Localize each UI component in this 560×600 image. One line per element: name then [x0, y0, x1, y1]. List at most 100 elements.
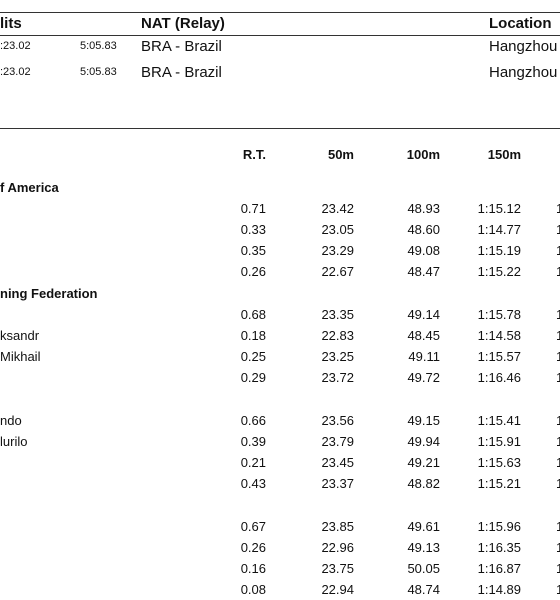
- split-value: 1: [556, 242, 560, 258]
- split-value: 48.74: [407, 581, 440, 597]
- split-value: 23.72: [321, 369, 354, 385]
- split-value: 1: [556, 539, 560, 555]
- split-value: 0.67: [240, 518, 266, 534]
- split-value: 23.37: [321, 475, 354, 491]
- location: Hangzhou: [489, 37, 558, 55]
- split-value: 49.61: [407, 518, 440, 534]
- nation: BRA - Brazil: [141, 37, 222, 55]
- split-value: 49.21: [407, 454, 440, 470]
- split-value: 50.05: [407, 560, 440, 576]
- total-time: 5:05.83: [80, 65, 117, 78]
- split-value: 1: [556, 412, 560, 428]
- split-value: 1: [556, 518, 560, 534]
- split-value: 1: [556, 263, 560, 279]
- total-time: 5:05.83: [80, 39, 117, 52]
- split-value: 1:15.96: [477, 518, 521, 534]
- split-value: 0.26: [240, 539, 266, 555]
- location: Hangzhou: [489, 63, 558, 81]
- split-value: 0.71: [240, 200, 266, 216]
- split-value: 23.45: [321, 454, 354, 470]
- column-header: R.T.: [242, 146, 266, 162]
- split-value: 0.16: [240, 560, 266, 576]
- split-value: 49.15: [407, 412, 440, 428]
- split-value: 22.94: [321, 581, 354, 597]
- split-value: 1: [556, 306, 560, 322]
- swimmer-name: Mikhail: [0, 348, 41, 364]
- swimmer-name: lurilo: [0, 433, 28, 449]
- split-value: 1: [556, 581, 560, 597]
- nation: BRA - Brazil: [141, 63, 222, 81]
- split-value: 1: [556, 348, 560, 364]
- split-value: 49.14: [407, 306, 440, 322]
- split-value: 1:16.46: [477, 369, 521, 385]
- split-value: 49.08: [407, 242, 440, 258]
- split-value: 23.75: [321, 560, 354, 576]
- split-value: 0.68: [240, 306, 266, 322]
- swimmer-name: ksandr: [0, 327, 40, 343]
- split-value: 1:16.87: [477, 560, 521, 576]
- split-value: 1:14.77: [477, 221, 521, 237]
- rule: [0, 128, 560, 129]
- split-time: :23.02: [0, 65, 31, 78]
- split-value: 0.33: [240, 221, 266, 237]
- split-value: 1: [556, 221, 560, 237]
- split-value: 48.93: [407, 200, 440, 216]
- split-value: 1: [556, 327, 560, 343]
- split-value: 49.11: [408, 348, 440, 364]
- split-value: 49.94: [407, 433, 440, 449]
- split-value: 1:15.19: [477, 242, 521, 258]
- split-value: 48.82: [407, 475, 440, 491]
- split-value: 0.66: [240, 412, 266, 428]
- split-value: 1: [556, 200, 560, 216]
- split-value: 23.79: [321, 433, 354, 449]
- split-value: 0.26: [240, 263, 266, 279]
- split-value: 1:15.22: [477, 263, 521, 279]
- team-name: f America: [0, 179, 59, 195]
- split-value: 0.08: [240, 581, 266, 597]
- split-value: 0.25: [240, 348, 266, 364]
- split-value: 1:15.57: [477, 348, 521, 364]
- split-value: 1:15.41: [477, 412, 521, 428]
- split-value: 23.05: [321, 221, 354, 237]
- column-header: 50m: [327, 146, 354, 162]
- split-value: 0.18: [240, 327, 266, 343]
- split-value: 1:14.58: [477, 327, 521, 343]
- split-value: 49.13: [407, 539, 440, 555]
- split-value: 1:14.89: [477, 581, 521, 597]
- rule: [0, 35, 560, 36]
- split-value: 22.83: [321, 327, 354, 343]
- split-value: 0.35: [240, 242, 266, 258]
- split-value: 1: [556, 433, 560, 449]
- split-value: 48.45: [407, 327, 440, 343]
- split-value: 1:15.78: [477, 306, 521, 322]
- split-value: 49.72: [407, 369, 440, 385]
- split-value: 0.21: [240, 454, 266, 470]
- column-header: Location: [489, 14, 552, 32]
- column-header: 150m: [487, 146, 521, 162]
- rule: [0, 12, 560, 13]
- split-time: :23.02: [0, 39, 31, 52]
- column-header: lits: [0, 14, 22, 32]
- split-value: 1: [556, 454, 560, 470]
- split-value: 23.35: [321, 306, 354, 322]
- split-value: 48.60: [407, 221, 440, 237]
- split-value: 1: [556, 560, 560, 576]
- split-value: 0.39: [240, 433, 266, 449]
- swimmer-name: ndo: [0, 412, 22, 428]
- split-value: 23.42: [321, 200, 354, 216]
- split-value: 0.43: [240, 475, 266, 491]
- team-name: ning Federation: [0, 285, 98, 301]
- split-value: 23.25: [321, 348, 354, 364]
- split-value: 23.56: [321, 412, 354, 428]
- split-value: 22.96: [321, 539, 354, 555]
- split-value: 1:15.63: [477, 454, 521, 470]
- split-value: 48.47: [407, 263, 440, 279]
- split-value: 1:15.21: [477, 475, 521, 491]
- split-value: 1: [556, 369, 560, 385]
- column-header: 100m: [406, 146, 440, 162]
- split-value: 23.29: [321, 242, 354, 258]
- split-value: 22.67: [321, 263, 354, 279]
- split-value: 1:15.12: [477, 200, 521, 216]
- split-value: 1: [556, 475, 560, 491]
